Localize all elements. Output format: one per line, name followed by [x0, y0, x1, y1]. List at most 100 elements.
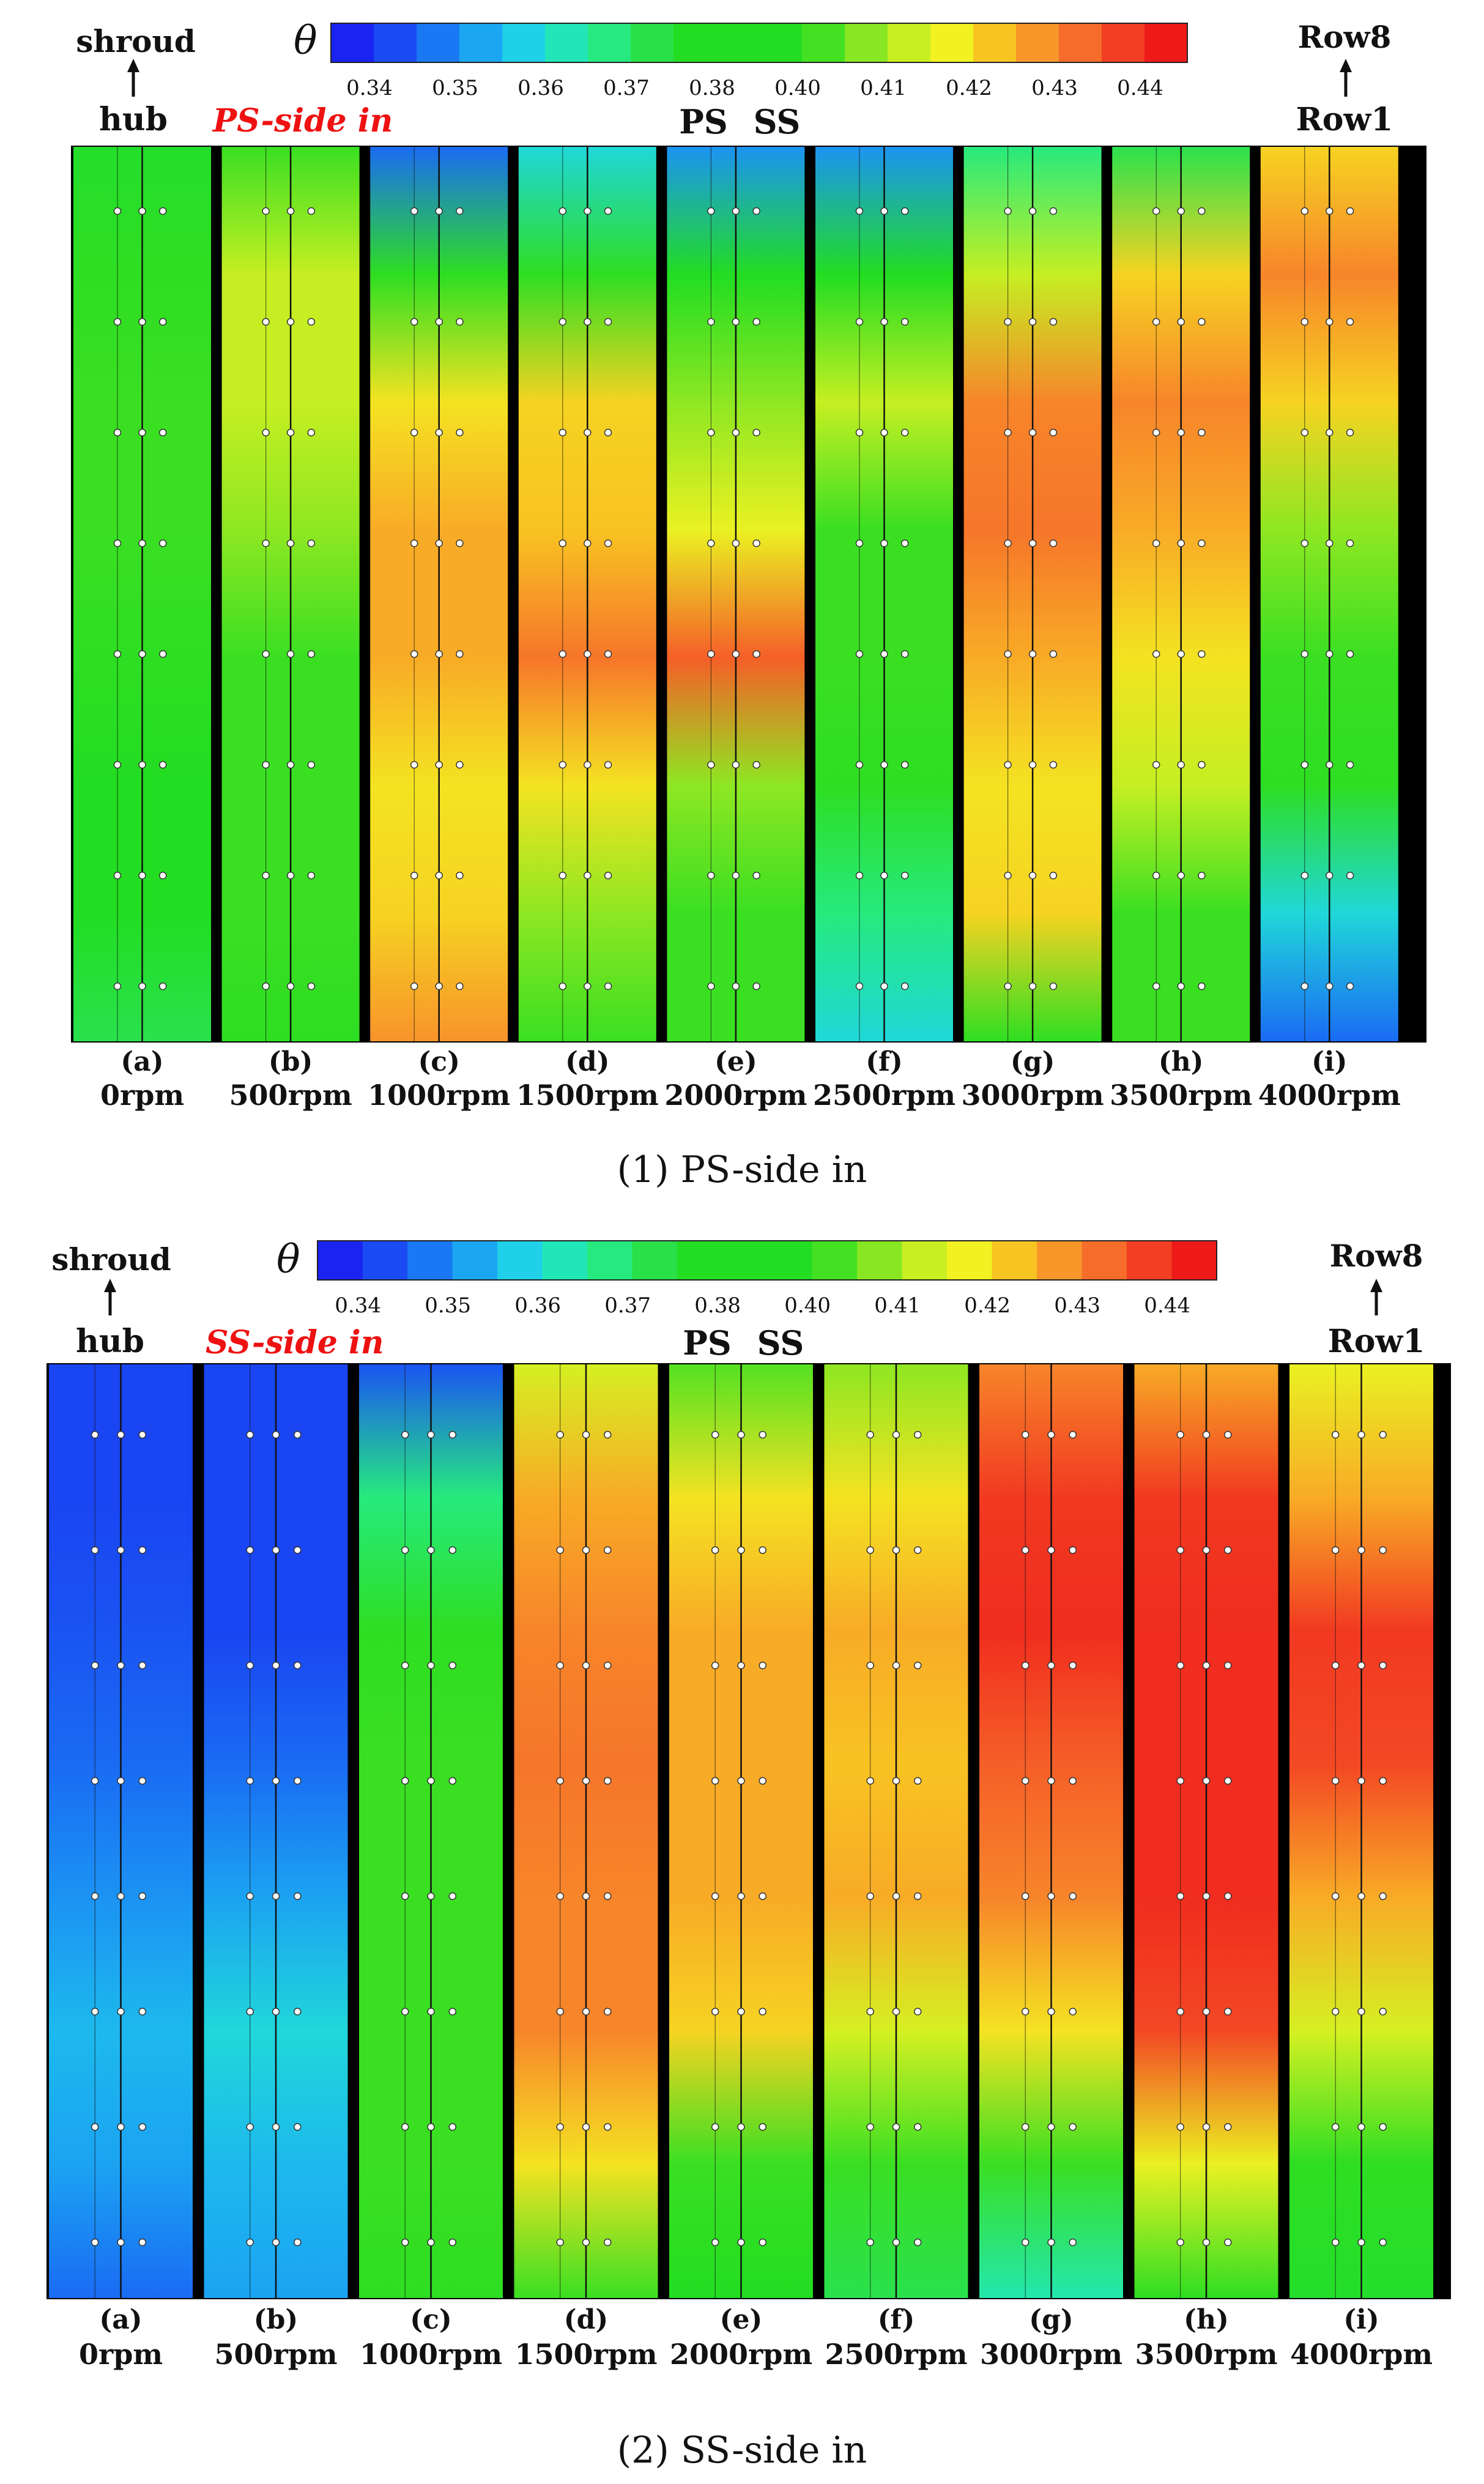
measurement-point: [456, 760, 464, 769]
colorbar-cell: [542, 1241, 588, 1280]
measurement-point: [286, 760, 295, 769]
panel-id: (a): [121, 1046, 163, 1077]
measurement-point: [866, 1661, 874, 1670]
measurement-point: [604, 760, 612, 769]
measurement-point: [1357, 1546, 1365, 1554]
measurement-point: [113, 650, 122, 658]
measurement-point: [1379, 2123, 1387, 2131]
measurement-point: [1152, 207, 1160, 215]
measurement-point: [113, 871, 122, 880]
colorbar-border: [317, 1240, 1217, 1281]
measurement-point: [1357, 2007, 1365, 2016]
colorbar-cell: [317, 1241, 363, 1280]
inlet-label: PS-side in: [212, 102, 393, 139]
measurement-point: [246, 1661, 254, 1670]
measurement-point: [294, 2123, 302, 2131]
measurement-point: [914, 1546, 922, 1554]
colorbar-symbol: θ: [276, 1237, 300, 1282]
colorbar-tick-label: 0.37: [603, 76, 650, 100]
measurement-point: [1202, 1546, 1211, 1554]
colorbar-cell: [716, 23, 760, 62]
measurement-point: [582, 1777, 590, 1785]
measurement-point: [1004, 871, 1012, 880]
measurement-point: [113, 982, 122, 991]
colorbar-cell: [632, 1241, 678, 1280]
panel-id: (b): [269, 1046, 313, 1077]
measurement-point: [159, 318, 167, 326]
measurement-point: [262, 539, 270, 548]
measurement-point: [1021, 2238, 1030, 2247]
measurement-point: [1202, 2238, 1211, 2247]
measurement-point: [401, 1777, 409, 1785]
measurement-point: [410, 318, 418, 326]
colorbar-tick-label: 0.43: [1031, 76, 1078, 100]
measurement-point: [1357, 1430, 1365, 1439]
measurement-point: [117, 1661, 125, 1670]
measurement-point: [1028, 428, 1037, 437]
colorbar-border: [330, 23, 1188, 63]
measurement-point: [307, 428, 316, 437]
measurement-point: [1198, 650, 1206, 658]
panel-id: (d): [564, 2304, 608, 2335]
measurement-point: [1028, 871, 1037, 880]
panel-speed: 2500rpm: [825, 2338, 967, 2371]
panel-speed: 3000rpm: [980, 2338, 1122, 2371]
measurement-point: [1028, 650, 1037, 658]
measurement-point: [556, 1430, 564, 1439]
measurement-point: [737, 2123, 745, 2131]
measurement-point: [1300, 982, 1309, 991]
measurement-point: [1028, 207, 1037, 215]
measurement-point: [1028, 318, 1037, 326]
measurement-point: [1331, 1661, 1340, 1670]
measurement-point: [1357, 1661, 1365, 1670]
measurement-point: [1069, 2123, 1077, 2131]
measurement-point: [855, 428, 864, 437]
measurement-point: [707, 539, 715, 548]
panel-id: (i): [1343, 2304, 1379, 2335]
measurement-point: [752, 760, 760, 769]
measurement-point: [307, 982, 316, 991]
measurement-point: [604, 428, 612, 437]
measurement-point: [138, 207, 146, 215]
measurement-point: [410, 871, 418, 880]
colorbar-cell: [930, 23, 974, 62]
measurement-point: [286, 428, 295, 437]
colorbar-cell: [417, 23, 460, 62]
measurement-point: [901, 982, 909, 991]
measurement-point: [435, 982, 443, 991]
measurement-point: [892, 1430, 900, 1439]
measurement-point: [914, 2123, 922, 2131]
colorbar-tick-label: 0.35: [425, 1293, 471, 1318]
measurement-point: [604, 1777, 612, 1785]
measurement-point: [401, 2007, 409, 2016]
measurement-point: [1177, 871, 1185, 880]
measurement-point: [1202, 2123, 1211, 2131]
measurement-point: [759, 2007, 766, 2016]
measurement-point: [138, 2007, 146, 2016]
measurement-point: [737, 1430, 745, 1439]
measurement-point: [1331, 1546, 1340, 1554]
colorbar-cell: [459, 23, 503, 62]
colorbar-tick-label: 0.43: [1054, 1293, 1100, 1318]
colorbar-cell: [331, 23, 374, 62]
panel-id: (e): [714, 1046, 757, 1077]
colorbar-cell: [722, 1241, 768, 1280]
figure-caption: (1) PS-side in: [617, 1148, 867, 1191]
measurement-point: [1357, 2238, 1365, 2247]
panel-id: (h): [1159, 1046, 1204, 1077]
measurement-point: [604, 2007, 612, 2016]
panel-id: (f): [878, 2304, 915, 2335]
measurement-point: [732, 871, 740, 880]
measurement-point: [262, 428, 270, 437]
panel-speed: 2000rpm: [664, 1079, 807, 1112]
measurement-point: [711, 2123, 719, 2131]
colorbar-cell: [902, 1241, 948, 1280]
measurement-point: [752, 539, 760, 548]
measurement-point: [1326, 318, 1334, 326]
contour-panel: [221, 147, 360, 1041]
up-arrow-icon: [1340, 59, 1352, 97]
measurement-point: [1177, 207, 1185, 215]
measurement-point: [1152, 871, 1160, 880]
measurement-point: [1224, 1661, 1232, 1670]
